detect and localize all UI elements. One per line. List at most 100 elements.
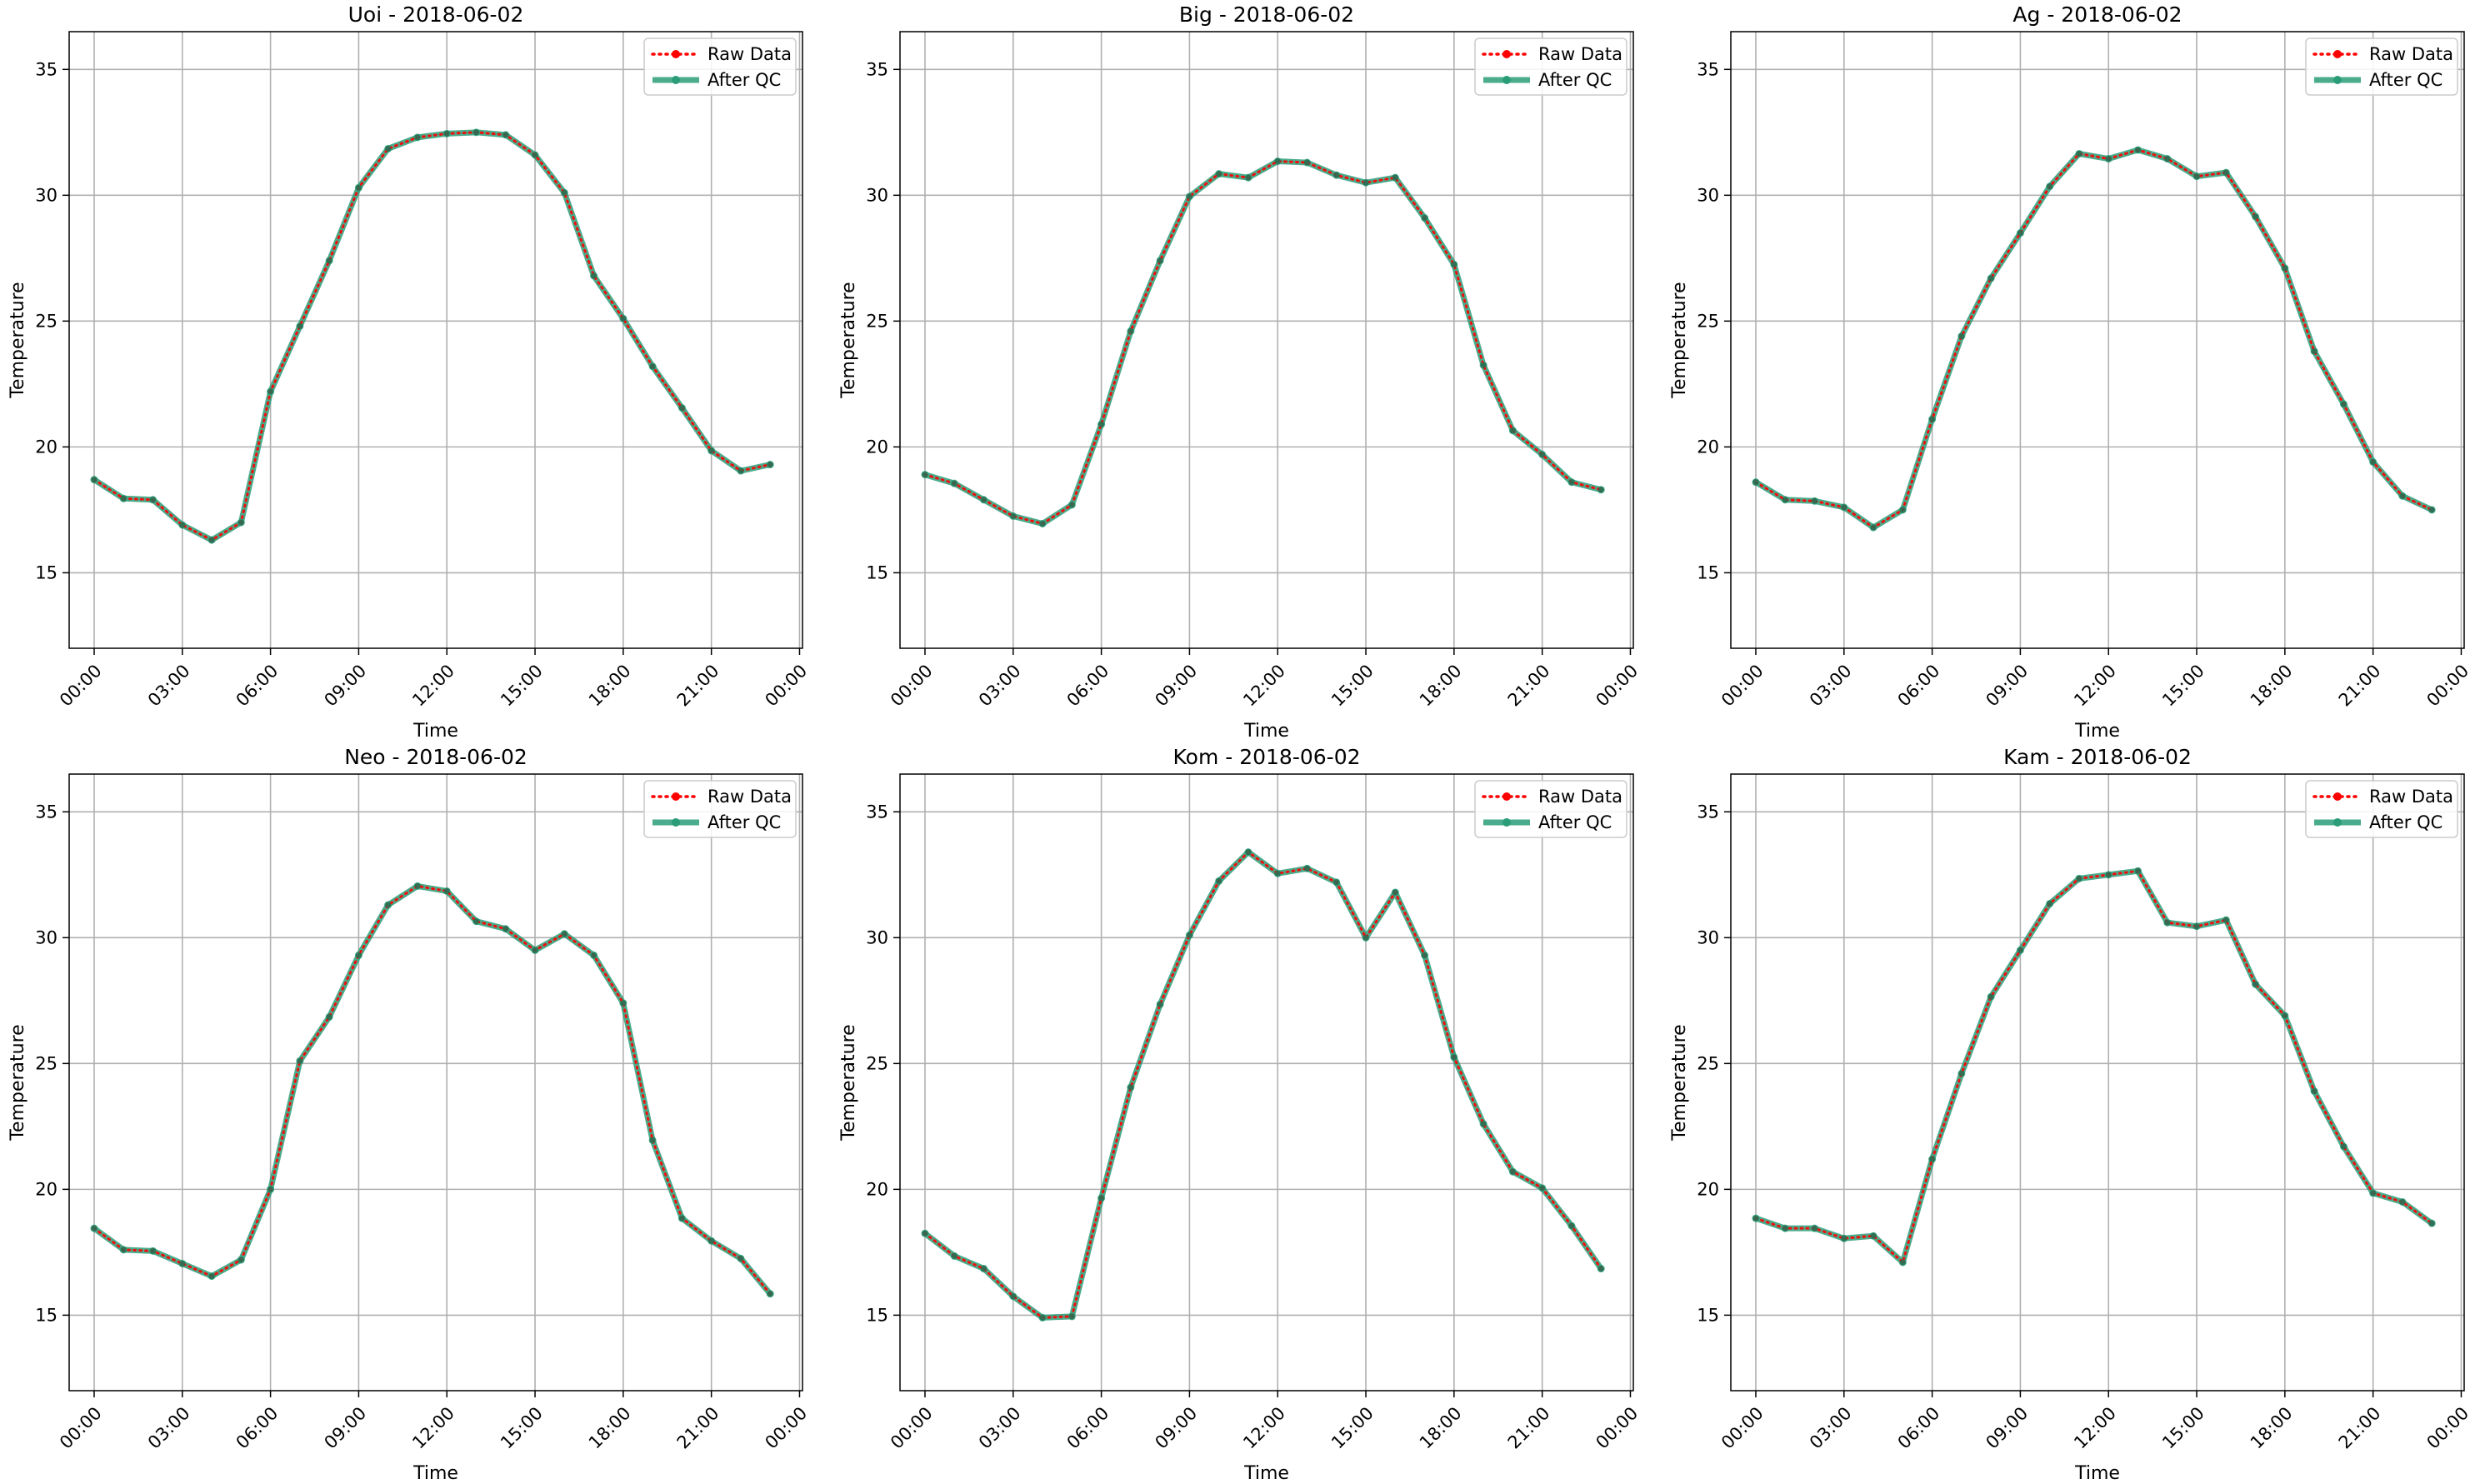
plot-frame (68, 773, 803, 1392)
data-point-raw-data (649, 1137, 656, 1143)
data-point-raw-data (738, 467, 744, 474)
x-tick-label: 00:00 (56, 661, 106, 711)
x-axis-label: Time (412, 721, 458, 742)
data-point-raw-data (1870, 524, 1877, 531)
x-tick-label: 12:00 (1239, 661, 1289, 711)
legend-label-after-qc: After QC (1538, 812, 1612, 832)
data-point-raw-data (1899, 1259, 1906, 1266)
data-point-raw-data (1128, 327, 1134, 334)
x-axis-label: Time (2074, 721, 2120, 742)
x-tick-label: 03:00 (975, 1403, 1025, 1453)
legend: Raw Data After QC (2305, 37, 2458, 96)
legend-label-after-qc: After QC (708, 70, 781, 90)
data-point-raw-data (2105, 872, 2112, 878)
data-point-raw-data (981, 1266, 988, 1272)
x-tick-label: 21:00 (673, 1403, 723, 1453)
data-point-raw-data (297, 322, 303, 329)
data-point-raw-data (443, 130, 450, 137)
data-point-raw-data (297, 1057, 303, 1064)
y-tick-label: 35 (1697, 59, 1719, 79)
data-point-raw-data (1841, 1235, 1848, 1242)
y-tick-label: 25 (1697, 1053, 1719, 1073)
data-point-raw-data (1098, 421, 1105, 427)
series-line-raw-data (1754, 148, 2433, 529)
y-tick-label: 15 (35, 1305, 58, 1325)
y-axis-label: Temperature (8, 282, 28, 398)
plot-frame (68, 31, 803, 649)
data-point-raw-data (2017, 947, 2023, 953)
data-point-raw-data (1274, 158, 1281, 165)
x-tick-label: 21:00 (1504, 1403, 1554, 1453)
data-point-raw-data (1010, 512, 1017, 519)
y-tick-label: 20 (35, 1179, 58, 1199)
data-point-raw-data (1362, 934, 1369, 941)
data-point-raw-data (1568, 1222, 1575, 1229)
data-point-raw-data (1216, 171, 1222, 177)
data-point-raw-data (1392, 174, 1398, 181)
data-point-raw-data (1422, 952, 1428, 958)
data-point-raw-data (208, 537, 215, 543)
data-point-raw-data (502, 132, 509, 138)
data-point-raw-data (238, 519, 244, 526)
data-point-raw-data (2076, 150, 2082, 157)
data-point-raw-data (2017, 230, 2023, 237)
legend-marker-raw-data (672, 792, 680, 801)
series-line-raw-data (923, 850, 1602, 1319)
y-tick-label: 25 (35, 1053, 58, 1073)
x-tick-label: 21:00 (2335, 1403, 2385, 1453)
data-point-raw-data (443, 887, 450, 894)
data-point-raw-data (1128, 1084, 1134, 1091)
x-tick-label: 15:00 (497, 1403, 547, 1453)
x-tick-label: 00:00 (2422, 661, 2472, 711)
x-tick-label: 12:00 (408, 1403, 458, 1453)
x-tick-label: 12:00 (2070, 661, 2120, 711)
series-line-after-qc (922, 849, 1604, 1321)
x-tick-label: 00:00 (887, 661, 937, 711)
data-point-raw-data (1274, 870, 1281, 877)
data-point-raw-data (2340, 1143, 2347, 1150)
x-axis-label: Time (1243, 1463, 1289, 1484)
y-tick-label: 30 (35, 185, 58, 205)
x-tick-label: 06:00 (1894, 1403, 1944, 1453)
data-point-raw-data (1841, 504, 1848, 511)
data-point-raw-data (2282, 1012, 2288, 1019)
data-point-raw-data (2252, 213, 2259, 220)
data-point-raw-data (2311, 1088, 2318, 1095)
data-point-raw-data (1333, 879, 1340, 886)
x-tick-label: 06:00 (232, 1403, 282, 1453)
legend-label-after-qc: After QC (1538, 70, 1612, 90)
data-point-raw-data (2047, 183, 2053, 190)
data-point-raw-data (1752, 1215, 1759, 1222)
legend: Raw Data After QC (1474, 780, 1628, 838)
data-point-raw-data (922, 472, 928, 478)
series-line-raw-data (92, 884, 772, 1296)
legend-label-raw-data: Raw Data (708, 787, 792, 807)
data-point-raw-data (1568, 479, 1575, 486)
y-tick-label: 25 (866, 311, 888, 331)
legend-marker-after-qc (672, 76, 680, 84)
x-tick-label: 03:00 (144, 661, 194, 711)
x-tick-label: 09:00 (320, 1403, 370, 1453)
data-point-raw-data (1068, 1313, 1075, 1320)
legend-label-raw-data: Raw Data (1538, 787, 1622, 807)
y-tick-label: 20 (866, 1179, 888, 1199)
data-point-raw-data (1509, 1168, 1516, 1175)
data-point-raw-data (2428, 507, 2435, 513)
data-point-raw-data (2105, 156, 2112, 162)
x-tick-label: 09:00 (320, 661, 370, 711)
plot-frame (1730, 773, 2465, 1392)
x-tick-label: 18:00 (2247, 661, 2297, 711)
y-tick-label: 30 (866, 927, 888, 947)
series-line-raw-data (92, 131, 772, 542)
series-line-raw-data (1754, 869, 2433, 1265)
data-point-raw-data (2134, 147, 2141, 153)
data-point-raw-data (1186, 193, 1192, 200)
data-point-raw-data (591, 272, 598, 279)
y-tick-label: 20 (866, 437, 888, 457)
data-point-raw-data (1303, 159, 1310, 166)
data-point-raw-data (2222, 917, 2229, 923)
legend-marker-raw-data (2333, 792, 2342, 801)
data-point-raw-data (1157, 1001, 1163, 1007)
data-point-raw-data (208, 1273, 215, 1280)
